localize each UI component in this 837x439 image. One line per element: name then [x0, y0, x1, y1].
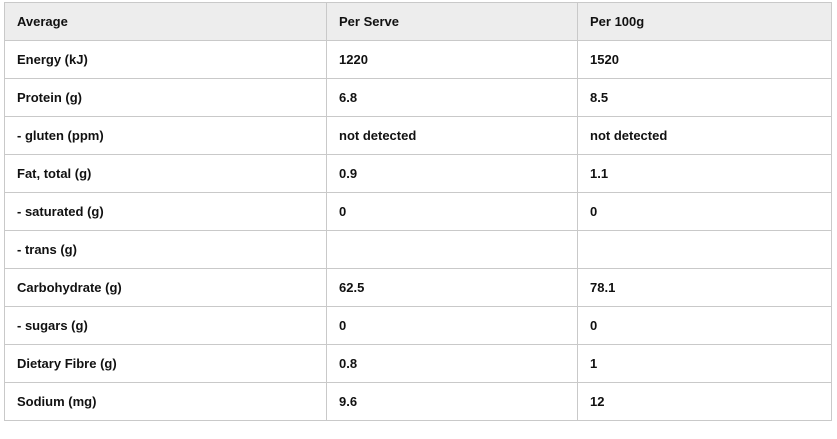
table-row: - saturated (g) 0 0 [4, 192, 832, 231]
per-100g-value-cell: not detected [577, 116, 832, 155]
per-serve-value-cell: 0 [326, 192, 578, 231]
per-serve-value-cell: 0.8 [326, 344, 578, 383]
nutrient-name-cell: - sugars (g) [4, 306, 327, 345]
per-100g-value-cell: 78.1 [577, 268, 832, 307]
table-row: - sugars (g) 0 0 [4, 306, 832, 345]
table-row: Carbohydrate (g) 62.5 78.1 [4, 268, 832, 307]
table-row: - gluten (ppm) not detected not detected [4, 116, 832, 155]
per-serve-value-cell: 6.8 [326, 78, 578, 117]
nutrient-name-cell: Carbohydrate (g) [4, 268, 327, 307]
table-row: Protein (g) 6.8 8.5 [4, 78, 832, 117]
nutrient-name-cell: Dietary Fibre (g) [4, 344, 327, 383]
nutrient-name-cell: Protein (g) [4, 78, 327, 117]
per-serve-value-cell: 1220 [326, 40, 578, 79]
per-100g-value-cell: 8.5 [577, 78, 832, 117]
per-serve-value-cell: 0.9 [326, 154, 578, 193]
per-100g-value-cell: 1520 [577, 40, 832, 79]
per-serve-value-cell: not detected [326, 116, 578, 155]
per-100g-value-cell: 0 [577, 192, 832, 231]
table-row: - trans (g) [4, 230, 832, 269]
per-serve-value-cell [326, 230, 578, 269]
table-row: Energy (kJ) 1220 1520 [4, 40, 832, 79]
per-100g-value-cell: 1.1 [577, 154, 832, 193]
nutrient-name-cell: - gluten (ppm) [4, 116, 327, 155]
table-row: Fat, total (g) 0.9 1.1 [4, 154, 832, 193]
table-row: Dietary Fibre (g) 0.8 1 [4, 344, 832, 383]
per-100g-value-cell: 0 [577, 306, 832, 345]
header-cell-per-100g: Per 100g [577, 2, 832, 41]
nutrition-table: Average Per Serve Per 100g Energy (kJ) 1… [4, 2, 832, 421]
header-cell-per-serve: Per Serve [326, 2, 578, 41]
per-serve-value-cell: 9.6 [326, 382, 578, 421]
nutrient-name-cell: Sodium (mg) [4, 382, 327, 421]
nutrient-name-cell: Fat, total (g) [4, 154, 327, 193]
per-serve-value-cell: 62.5 [326, 268, 578, 307]
header-cell-average: Average [4, 2, 327, 41]
per-100g-value-cell: 1 [577, 344, 832, 383]
per-serve-value-cell: 0 [326, 306, 578, 345]
nutrient-name-cell: Energy (kJ) [4, 40, 327, 79]
table-row: Sodium (mg) 9.6 12 [4, 382, 832, 421]
per-100g-value-cell: 12 [577, 382, 832, 421]
nutrient-name-cell: - saturated (g) [4, 192, 327, 231]
nutrient-name-cell: - trans (g) [4, 230, 327, 269]
per-100g-value-cell [577, 230, 832, 269]
table-header-row: Average Per Serve Per 100g [4, 2, 832, 41]
